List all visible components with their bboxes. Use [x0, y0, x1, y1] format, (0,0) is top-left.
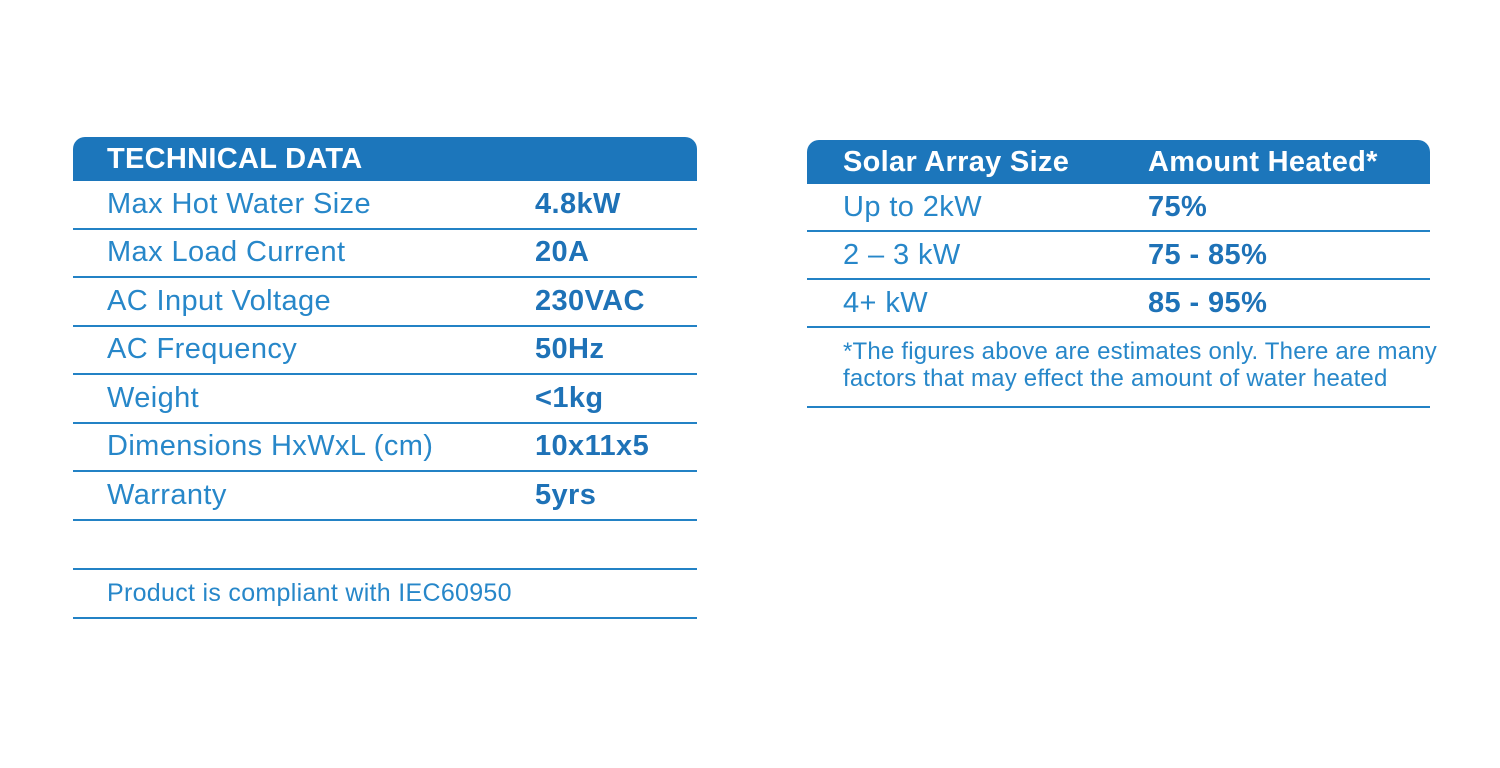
compliance-note: Product is compliant with IEC60950	[107, 578, 512, 607]
spacer-row	[73, 521, 697, 570]
row-label: Warranty	[107, 478, 227, 511]
row-value: 50Hz	[535, 333, 605, 366]
table-row-4plus-kw: 4+ kW 85 - 95%	[807, 280, 1430, 328]
row-value: 10x11x5	[535, 430, 650, 463]
table-row-2-3kw: 2 – 3 kW 75 - 85%	[807, 232, 1430, 280]
row-label: AC Input Voltage	[107, 284, 332, 317]
row-value: 230VAC	[535, 284, 645, 317]
row-value: 75 - 85%	[1148, 238, 1268, 271]
table-row-dimensions: Dimensions HxWxL (cm) 10x11x5	[73, 424, 697, 472]
technical-data-title: TECHNICAL DATA	[107, 142, 363, 175]
solar-array-header: Solar Array Size Amount Heated*	[807, 140, 1430, 184]
table-row-ac-input-voltage: AC Input Voltage 230VAC	[73, 278, 697, 327]
table-row-max-load-current: Max Load Current 20A	[73, 230, 697, 278]
row-label: Max Hot Water Size	[107, 187, 371, 220]
row-label: AC Frequency	[107, 333, 298, 366]
table-row-weight: Weight <1kg	[73, 375, 697, 424]
solar-array-table: Solar Array Size Amount Heated* Up to 2k…	[807, 140, 1438, 408]
table-row-ac-frequency: AC Frequency 50Hz	[73, 327, 697, 375]
technical-data-header: TECHNICAL DATA	[73, 137, 697, 181]
row-value: 85 - 95%	[1148, 286, 1268, 319]
estimates-footnote: *The figures above are estimates only. T…	[807, 328, 1438, 408]
technical-data-table: TECHNICAL DATA Max Hot Water Size 4.8kW …	[73, 137, 697, 619]
table-row-max-hot-water-size: Max Hot Water Size 4.8kW	[73, 181, 697, 230]
row-label: Up to 2kW	[843, 190, 982, 223]
row-value: 75%	[1148, 190, 1208, 223]
row-label: Weight	[107, 381, 200, 414]
row-label: Max Load Current	[107, 236, 346, 269]
footnote-line-1: *The figures above are estimates only. T…	[843, 338, 1438, 365]
compliance-row: Product is compliant with IEC60950	[73, 570, 697, 619]
row-label: 2 – 3 kW	[843, 238, 961, 271]
amount-heated-column-header: Amount Heated*	[1148, 145, 1378, 178]
row-value: 4.8kW	[535, 187, 621, 220]
table-row-warranty: Warranty 5yrs	[73, 472, 697, 521]
row-label: 4+ kW	[843, 286, 928, 319]
row-value: <1kg	[535, 381, 604, 414]
solar-array-size-column-header: Solar Array Size	[843, 145, 1070, 178]
row-value: 20A	[535, 236, 590, 269]
footnote-line-2: factors that may effect the amount of wa…	[843, 365, 1388, 392]
row-label: Dimensions HxWxL (cm)	[107, 430, 434, 463]
table-row-up-to-2kw: Up to 2kW 75%	[807, 184, 1430, 232]
row-value: 5yrs	[535, 478, 597, 511]
